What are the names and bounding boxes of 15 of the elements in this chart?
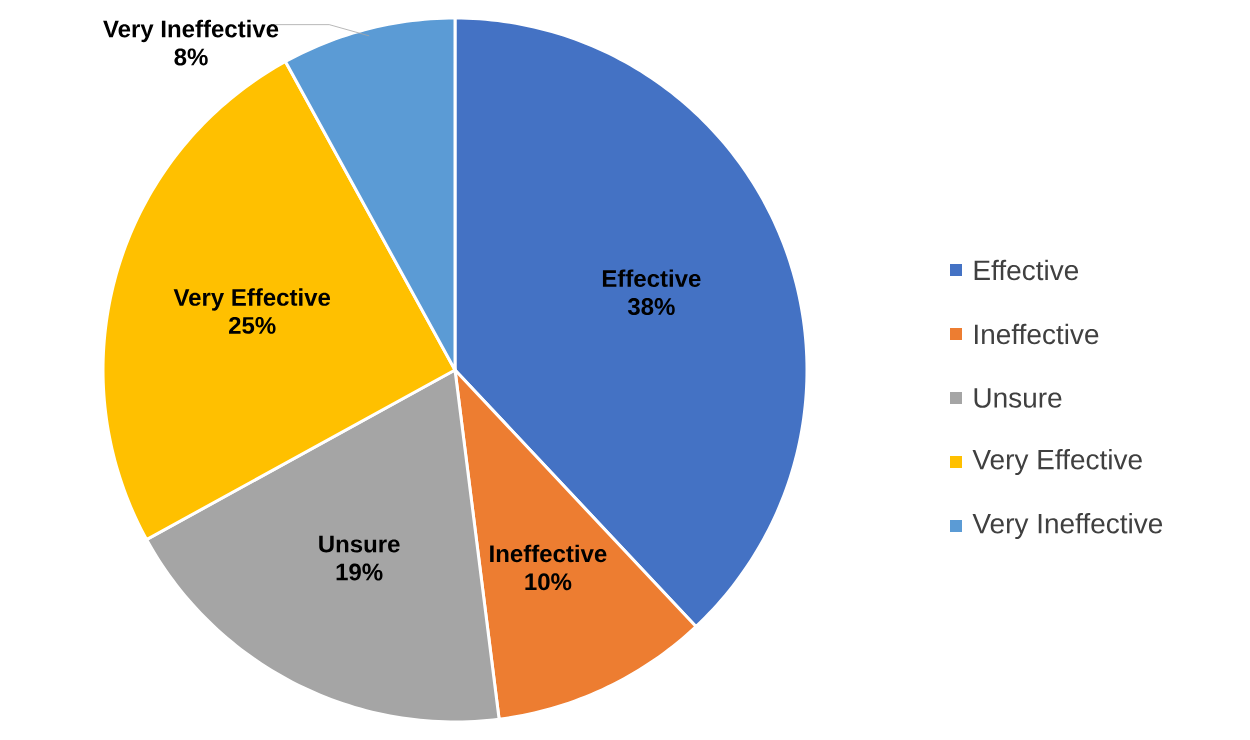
slice-label: Very Ineffective bbox=[103, 19, 279, 43]
data-label: 38% bbox=[627, 298, 675, 316]
slice-label: Ineffective bbox=[490, 544, 607, 563]
slice-label: Unsure bbox=[319, 535, 400, 553]
data-label: 8% bbox=[174, 48, 208, 66]
legend-label: Very Ineffective bbox=[972, 512, 1163, 540]
slice-label: Very Effective bbox=[173, 288, 331, 311]
legend-label: Very Effective bbox=[972, 448, 1142, 476]
legend-label: Effective bbox=[974, 259, 1079, 281]
data-label: 25% bbox=[229, 316, 276, 334]
data-label: 10% bbox=[525, 573, 572, 591]
legend-label: Unsure bbox=[974, 388, 1062, 408]
data-label: 19% bbox=[336, 563, 383, 581]
slice-label: Effective bbox=[602, 269, 701, 288]
legend-label: Ineffective bbox=[974, 323, 1099, 345]
